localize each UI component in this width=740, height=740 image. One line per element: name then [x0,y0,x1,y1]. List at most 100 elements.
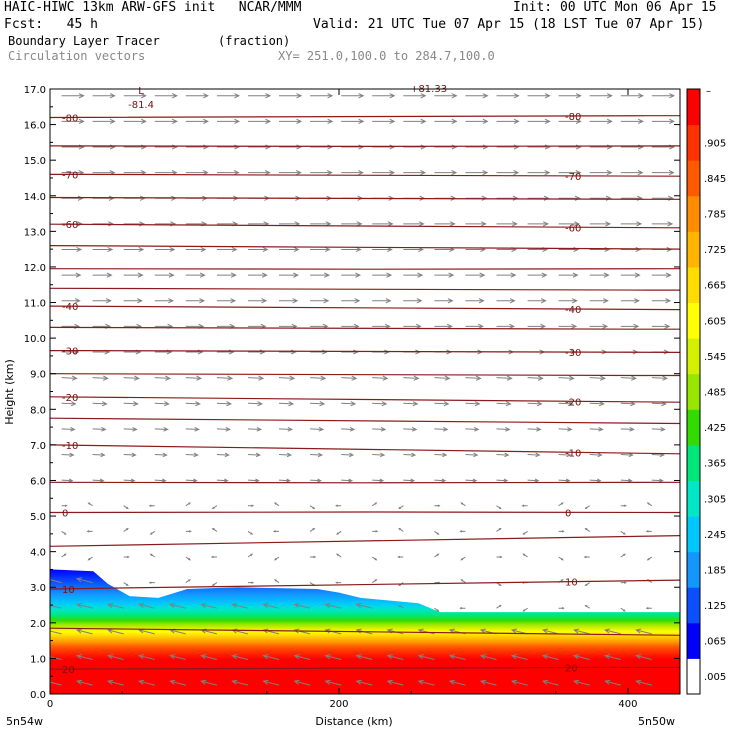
circulation-vector [341,221,363,227]
colorbar-label: .185 [704,565,726,576]
circulation-vector [371,579,378,584]
y-tick-label: 7.0 [30,441,46,452]
circulation-vector [465,426,480,432]
circulation-vector [589,323,609,329]
isotherm-contours [50,115,680,670]
circulation-vector [248,581,255,584]
circulation-vector [185,530,192,533]
circulation-vector [169,602,186,609]
circulation-vector [541,654,559,660]
circulation-vector [465,452,479,458]
circulation-vector [279,298,299,304]
circulation-vector [92,118,116,124]
colorbar-segment [687,338,700,375]
isotherm-label: 0 [565,509,571,520]
circulation-vector [123,401,139,407]
isotherm-label: -60 [62,220,78,231]
circulation-vector [620,504,627,507]
circulation-vector [417,679,435,686]
colorbar-segment [687,373,700,410]
circulation-vector [248,504,255,507]
colorbar-label: .065 [704,637,726,648]
circulation-vector [558,401,574,407]
circulation-vector [496,505,502,510]
circulation-vector [371,556,378,561]
isotherm-line [50,511,680,514]
circulation-vector [522,607,528,612]
circulation-vector [403,323,422,329]
circulation-vector [75,628,93,635]
circulation-vector [510,654,528,660]
circulation-vector [496,323,515,329]
circulation-vector [558,195,581,201]
colorbar-label: .125 [704,601,726,612]
circulation-vector [604,654,621,660]
circulation-vector [293,654,311,660]
circulation-vector [635,654,652,660]
circulation-vector [92,452,106,458]
circulation-vector [50,679,62,686]
isotherm-line [50,245,680,250]
circulation-vector [335,504,342,507]
circulation-vector [169,654,186,660]
circulation-vector [154,246,176,253]
circulation-vector [231,602,249,609]
circulation-vector [138,679,155,686]
circulation-vector [434,272,455,278]
circulation-vector [341,272,362,278]
circulation-vector [558,221,580,227]
circulation-vector [558,93,582,99]
circulation-vector [558,556,564,561]
circulation-vector [386,654,404,660]
circulation-vector [149,530,156,535]
isotherm-line [50,396,680,403]
circulation-vector [200,679,218,686]
isotherm-line [50,444,680,455]
circulation-vector [403,426,418,432]
circulation-vector [460,579,466,584]
circulation-vector [61,504,68,507]
contour-labels: -80 -80 -70 -70 -60 -60 -40 -40 -30 -30 -20 -20 -10 -… [62,84,581,676]
circulation-vector [604,679,621,686]
circulation-vector [403,452,417,458]
circulation-vector [279,170,302,176]
circulation-vector [434,375,451,381]
circulation-vector [154,401,170,407]
isotherm-line [50,305,680,311]
circulation-vector [216,452,230,458]
circulation-vector [434,93,458,99]
circulation-vector [61,272,82,278]
circulation-vector [510,679,528,686]
circulation-vector [123,272,144,278]
circulation-vector [589,221,612,227]
circulation-vector [248,272,268,278]
circulation-vector [61,530,67,535]
circulation-vector [216,170,240,176]
isotherm-label: 0 [62,509,68,520]
circulation-vector [216,144,241,150]
y-tick-label: 1.0 [30,654,46,665]
colorbar-label: .305 [704,494,726,505]
circulation-vector [522,553,528,558]
circulation-vector [310,272,331,278]
circulation-vector [646,502,653,507]
y-tick-label: 17.0 [24,85,46,96]
circulation-vector [527,170,551,176]
circulation-vector [75,602,93,609]
circulation-vector [216,298,237,304]
circulation-vector [558,530,565,533]
circulation-vector [589,478,602,483]
circulation-vector [341,375,358,381]
circulation-vector [273,579,280,584]
circulation-vector [558,426,573,432]
circulation-vector [123,221,146,227]
isotherm-line [50,373,680,377]
circulation-vector [310,246,331,253]
circulation-vector [434,607,440,612]
x-tick-label: 0 [47,699,53,710]
circulation-vector [372,221,394,227]
circulation-vector [448,679,466,686]
circulation-vector [496,555,503,559]
header-valid-time: Valid: 21 UTC Tue 07 Apr 15 (18 LST Tue … [313,17,705,32]
